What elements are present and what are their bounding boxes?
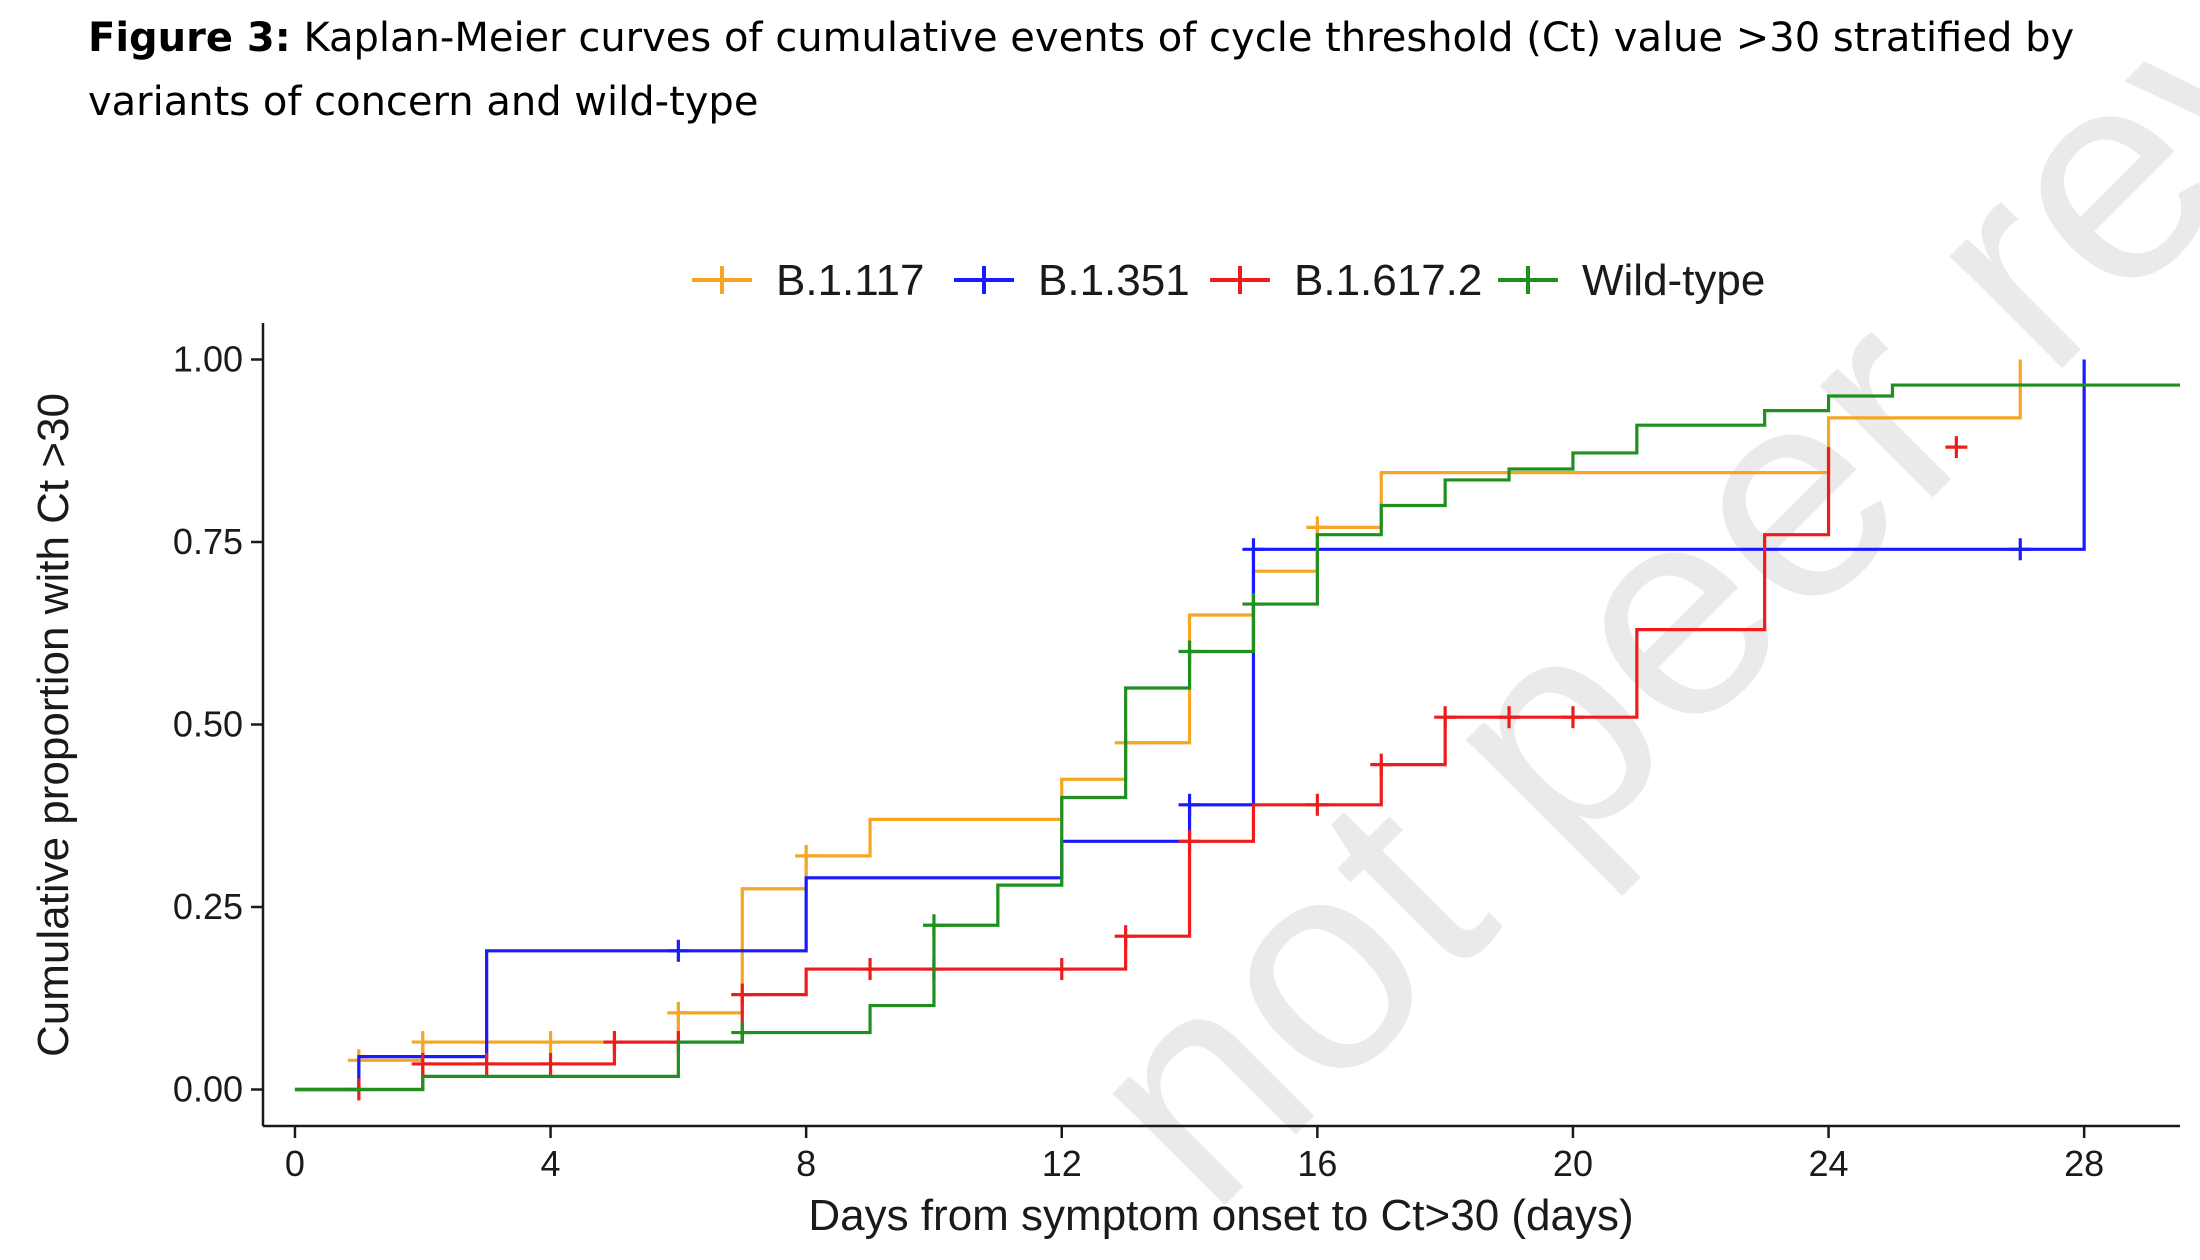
series-line-wild-type (294, 383, 2180, 1092)
censor-mark-b-1-617-2 (859, 958, 882, 981)
censor-mark-b-1-117 (411, 1031, 434, 1054)
legend-item-b-1-351: B.1.351 (954, 256, 1190, 305)
censor-mark-b-1-617-2 (731, 983, 754, 1006)
censor-mark-b-1-617-2 (411, 1052, 434, 1075)
x-tick-label: 0 (285, 1143, 305, 1184)
chart-ticks: 0 4 8 12 16 20 24 28 0.00 0.25 0.50 0.75 1.00 (173, 339, 2104, 1185)
censor-mark-wild-type (731, 1021, 754, 1044)
figure-caption-text: Kaplan-Meier curves of cumulative events… (88, 15, 2075, 125)
watermark: not peer reviewed (1018, 0, 2200, 1260)
legend-label-b-1-617-2: B.1.617.2 (1294, 256, 1482, 305)
x-axis-title: Days from symptom onset to Ct>30 (days) (808, 1191, 1633, 1240)
x-tick-label: 20 (1553, 1143, 1593, 1184)
censor-mark-b-1-351 (1242, 538, 1265, 561)
legend-label-wild-type: Wild-type (1582, 256, 1765, 305)
x-tick-label: 28 (2064, 1143, 2104, 1184)
chart-legend: B.1.117 B.1.351 B.1.617.2 Wild-type (692, 256, 1765, 305)
legend-label-b-1-117: B.1.117 (776, 256, 924, 305)
censor-mark-b-1-617-2 (1370, 753, 1393, 776)
censor-mark-b-1-617-2 (603, 1031, 626, 1054)
y-tick-label: 0.50 (173, 704, 243, 745)
censor-mark-b-1-117 (795, 844, 818, 867)
x-tick-label: 24 (1809, 1143, 1849, 1184)
legend-item-b-1-617-2: B.1.617.2 (1210, 256, 1482, 305)
legend-item-wild-type: Wild-type (1498, 256, 1765, 305)
censor-mark-wild-type (1242, 593, 1265, 616)
y-tick-label: 0.75 (173, 521, 243, 562)
censor-mark-b-1-617-2 (475, 1052, 498, 1075)
figure-label: Figure 3: (88, 15, 291, 61)
censor-mark-wild-type (1178, 640, 1201, 663)
legend-label-b-1-351: B.1.351 (1038, 256, 1190, 305)
censor-mark-b-1-617-2 (1178, 830, 1201, 853)
censor-mark-b-1-617-2 (1945, 436, 1968, 459)
censor-mark-b-1-617-2 (1561, 706, 1584, 729)
censor-mark-b-1-117 (667, 1001, 690, 1024)
censor-mark-wild-type (922, 914, 945, 937)
legend-item-b-1-117: B.1.117 (692, 256, 924, 305)
figure-caption: Figure 3: Kaplan-Meier curves of cumulat… (88, 6, 2168, 134)
plot-lines (294, 359, 2180, 1101)
censor-mark-b-1-117 (539, 1031, 562, 1054)
censor-mark-b-1-351 (667, 939, 690, 962)
y-axis-title: Cumulative proportion with Ct >30 (29, 393, 78, 1057)
censor-mark-b-1-617-2 (1434, 706, 1457, 729)
x-tick-label: 8 (796, 1143, 816, 1184)
censor-mark-b-1-351 (1178, 793, 1201, 816)
y-tick-label: 0.00 (173, 1069, 243, 1110)
censor-mark-b-1-617-2 (539, 1052, 562, 1075)
series-line-b-1-617-2 (294, 447, 1831, 1092)
censor-mark-b-1-617-2 (1306, 793, 1329, 816)
censor-mark-b-1-617-2 (1114, 925, 1137, 948)
y-tick-label: 0.25 (173, 886, 243, 927)
censor-mark-b-1-617-2 (1498, 706, 1521, 729)
y-tick-label: 1.00 (173, 339, 243, 380)
x-tick-label: 4 (541, 1143, 561, 1184)
censor-mark-b-1-617-2 (1050, 958, 1073, 981)
x-tick-label: 16 (1297, 1143, 1337, 1184)
x-tick-label: 12 (1042, 1143, 1082, 1184)
censor-mark-b-1-351 (2009, 538, 2032, 561)
